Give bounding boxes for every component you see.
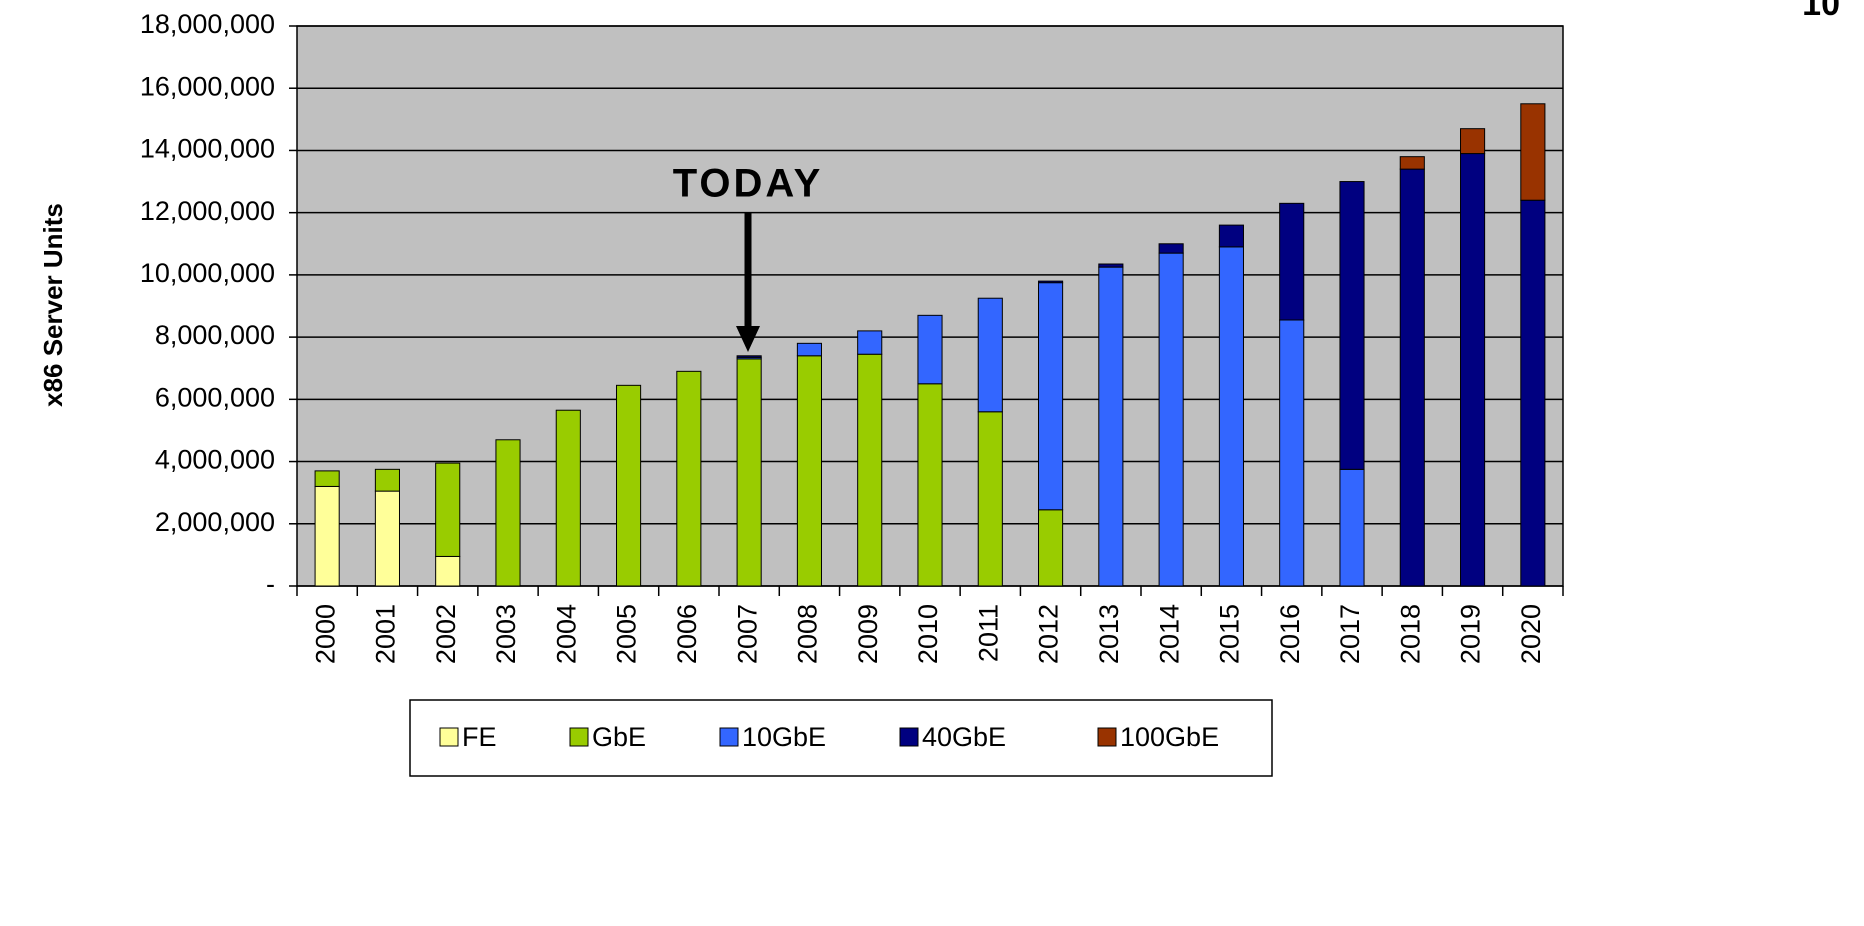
legend-swatch [569,727,589,747]
bar-segment [917,314,943,385]
bar-segment [616,384,642,587]
bar-segment [1218,224,1244,248]
x-tick-label: 2011 [973,604,1003,662]
bar-segment [1279,319,1305,587]
page-number: 10 [1802,0,1840,23]
bar-segment [374,490,400,587]
bar-segment [977,297,1003,413]
annotation-arrowhead [736,326,760,352]
x-tick-label: 2014 [1154,604,1184,664]
bar-segment [1158,243,1184,254]
x-tick-label: 2001 [371,604,401,664]
legend-label: FE [462,722,497,752]
y-tick-label: 4,000,000 [155,445,275,475]
bar-segment [314,470,340,487]
x-tick-label: 2013 [1094,604,1124,664]
x-tick-label: 2003 [491,604,521,664]
bar-segment [1460,128,1486,155]
x-tick-label: 2012 [1034,604,1064,664]
bar-segment [314,485,340,587]
y-tick-label: - [266,569,275,599]
legend-box [409,699,1273,777]
x-tick-label: 2008 [793,604,823,664]
legend-label: GbE [592,722,646,752]
bar-segment [1098,263,1124,268]
x-tick-label: 2000 [310,604,340,664]
legend-label: 100GbE [1120,722,1219,752]
bar-segment [1038,509,1064,587]
x-tick-label: 2017 [1335,604,1365,664]
y-tick-label: 14,000,000 [140,134,275,164]
bar-segment [1279,202,1305,321]
legend-swatch [439,727,459,747]
y-tick-label: 18,000,000 [140,9,275,39]
y-tick-label: 8,000,000 [155,320,275,350]
bar-segment [1158,252,1184,587]
bar-segment [1399,156,1425,170]
bar-segment [917,383,943,587]
bar-segment [1520,103,1546,201]
bar-segment [1399,168,1425,587]
y-tick-label: 10,000,000 [140,258,275,288]
x-tick-label: 2004 [551,604,581,664]
bar-segment [1520,199,1546,587]
bar-segment [1339,181,1365,470]
x-tick-label: 2005 [612,604,642,664]
y-axis-title: x86 Server Units [38,203,68,407]
x-tick-label: 2016 [1275,604,1305,664]
bar-segment [555,409,581,587]
bar-segment [857,330,883,355]
bar-segment [1098,266,1124,587]
bar-segment [1218,246,1244,587]
legend-swatch [1097,727,1117,747]
y-tick-label: 2,000,000 [155,507,275,537]
bar-segment [374,468,400,492]
bar-segment [796,342,822,357]
bar-segment [495,439,521,587]
bar-segment [1339,468,1365,587]
bar-segment [435,462,461,557]
x-tick-label: 2019 [1456,604,1486,664]
y-tick-label: 6,000,000 [155,382,275,412]
legend-label: 40GbE [922,722,1006,752]
bar-segment [796,355,822,587]
x-tick-label: 2020 [1516,604,1546,664]
x-tick-label: 2009 [853,604,883,664]
x-tick-label: 2018 [1395,604,1425,664]
annotation: TODAY [673,162,824,206]
x-tick-label: 2010 [913,604,943,664]
bar-segment [977,411,1003,587]
bar-segment [736,355,762,358]
legend-swatch [719,727,739,747]
legend-swatch [899,727,919,747]
bar-segment [435,555,461,587]
legend-label: 10GbE [742,722,826,752]
x-tick-label: 2015 [1215,604,1245,664]
bar-segment [1038,282,1064,511]
x-tick-label: 2006 [672,604,702,664]
bar-segment [1038,280,1064,284]
y-tick-label: 16,000,000 [140,71,275,101]
x-tick-label: 2002 [431,604,461,664]
bar-segment [676,370,702,587]
y-tick-label: 12,000,000 [140,196,275,226]
bar-segment [857,353,883,587]
bar-segment [736,358,762,587]
bar-segment [1460,153,1486,587]
x-tick-label: 2007 [732,604,762,664]
